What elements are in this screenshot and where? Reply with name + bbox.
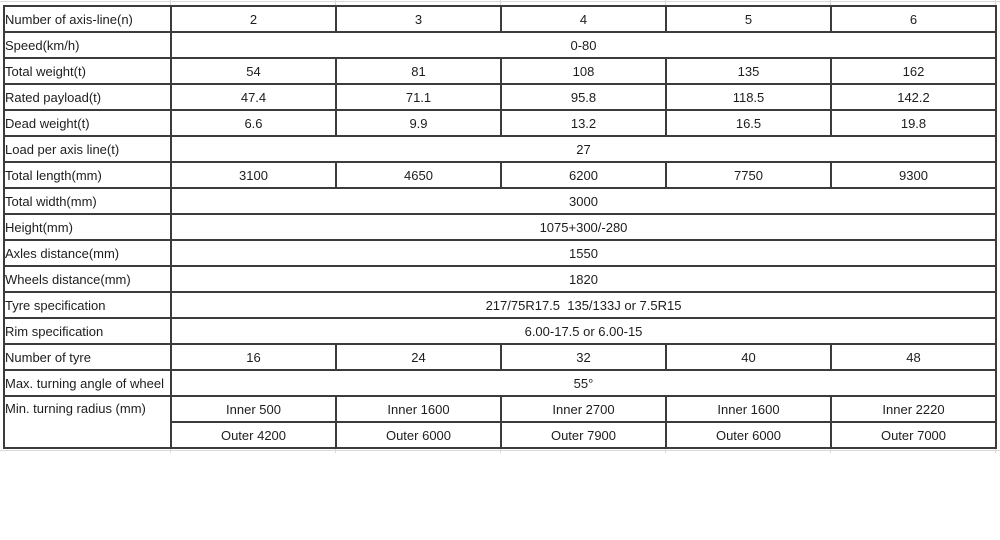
- table-row-height: Height(mm) 1075+300/-280: [3, 213, 997, 241]
- cell-value: 7750: [665, 161, 832, 189]
- row-label: Total length(mm): [3, 161, 172, 189]
- table-row-axles-distance: Axles distance(mm) 1550: [3, 239, 997, 267]
- cell-value: Outer 7900: [500, 421, 667, 449]
- cell-value: 1075+300/-280: [170, 213, 997, 241]
- table-row-speed: Speed(km/h) 0-80: [3, 31, 997, 59]
- cell-value: 1820: [170, 265, 997, 293]
- cell-value: 162: [830, 57, 997, 85]
- row-label: Tyre specification: [3, 291, 172, 319]
- row-label: Number of tyre: [3, 343, 172, 371]
- row-label: Load per axis line(t): [3, 135, 172, 163]
- table-row-wheels-distance: Wheels distance(mm) 1820: [3, 265, 997, 293]
- cell-value: 13.2: [500, 109, 667, 137]
- table-row-rated-payload: Rated payload(t) 47.4 71.1 95.8 118.5 14…: [3, 83, 997, 111]
- cell-value: 9300: [830, 161, 997, 189]
- table-row-number-of-tyre: Number of tyre 16 24 32 40 48: [3, 343, 997, 371]
- row-label: Total width(mm): [3, 187, 172, 215]
- cell-value: 6200: [500, 161, 667, 189]
- cell-value: 32: [500, 343, 667, 371]
- cell-value: 27: [170, 135, 997, 163]
- cell-value: 95.8: [500, 83, 667, 111]
- cell-value: 40: [665, 343, 832, 371]
- table-row-axis-lines: Number of axis-line(n) 2 3 4 5 6: [3, 5, 997, 33]
- cell-value: 3: [335, 5, 502, 33]
- cell-value: 118.5: [665, 83, 832, 111]
- cell-value: 1550: [170, 239, 997, 267]
- cell-value: Inner 2220: [830, 395, 997, 423]
- cell-value: Inner 500: [170, 395, 337, 423]
- cell-value: 6.6: [170, 109, 337, 137]
- cell-value: 47.4: [170, 83, 337, 111]
- cell-value: Outer 6000: [335, 421, 502, 449]
- cell-value: 217/75R17.5 135/133J or 7.5R15: [170, 291, 997, 319]
- row-label: Rim specification: [3, 317, 172, 345]
- cell-value: 4: [500, 5, 667, 33]
- cell-value: 142.2: [830, 83, 997, 111]
- spec-table: Number of axis-line(n) 2 3 4 5 6 Speed(k…: [3, 5, 997, 449]
- table-row-tyre-spec: Tyre specification 217/75R17.5 135/133J …: [3, 291, 997, 319]
- cell-value: 19.8: [830, 109, 997, 137]
- table-row-total-weight: Total weight(t) 54 81 108 135 162: [3, 57, 997, 85]
- cell-value: 3100: [170, 161, 337, 189]
- table-row-total-length: Total length(mm) 3100 4650 6200 7750 930…: [3, 161, 997, 189]
- cell-value: 55°: [170, 369, 997, 397]
- cell-value: 81: [335, 57, 502, 85]
- row-label: Total weight(t): [3, 57, 172, 85]
- table-row-load-per-axis: Load per axis line(t) 27: [3, 135, 997, 163]
- row-label: Height(mm): [3, 213, 172, 241]
- cell-value: 135: [665, 57, 832, 85]
- cell-value: Outer 6000: [665, 421, 832, 449]
- cell-value: 48: [830, 343, 997, 371]
- row-label: Rated payload(t): [3, 83, 172, 111]
- cell-value: 16: [170, 343, 337, 371]
- cell-value: 5: [665, 5, 832, 33]
- row-label: Wheels distance(mm): [3, 265, 172, 293]
- cell-value: 3000: [170, 187, 997, 215]
- table-row-rim-spec: Rim specification 6.00-17.5 or 6.00-15: [3, 317, 997, 345]
- cell-value: 0-80: [170, 31, 997, 59]
- row-label: Min. turning radius (mm): [3, 395, 172, 449]
- row-label: Axles distance(mm): [3, 239, 172, 267]
- cell-value: 2: [170, 5, 337, 33]
- cell-value: 71.1: [335, 83, 502, 111]
- table-row-dead-weight: Dead weight(t) 6.6 9.9 13.2 16.5 19.8: [3, 109, 997, 137]
- cell-value: 6: [830, 5, 997, 33]
- cell-value: 6.00-17.5 or 6.00-15: [170, 317, 997, 345]
- cell-value: 54: [170, 57, 337, 85]
- cell-value: Inner 1600: [335, 395, 502, 423]
- row-label: Speed(km/h): [3, 31, 172, 59]
- table-row-max-turning-angle: Max. turning angle of wheel 55°: [3, 369, 997, 397]
- cell-value: Inner 2700: [500, 395, 667, 423]
- cell-value: 16.5: [665, 109, 832, 137]
- cell-value: Outer 4200: [170, 421, 337, 449]
- cell-value: Inner 1600: [665, 395, 832, 423]
- cell-value: Outer 7000: [830, 421, 997, 449]
- row-label: Number of axis-line(n): [3, 5, 172, 33]
- row-label: Dead weight(t): [3, 109, 172, 137]
- cell-value: 24: [335, 343, 502, 371]
- table-row-min-turning-radius-inner: Min. turning radius (mm) Inner 500 Inner…: [3, 395, 997, 449]
- cell-value: 4650: [335, 161, 502, 189]
- row-label: Max. turning angle of wheel: [3, 369, 172, 397]
- cell-value: 9.9: [335, 109, 502, 137]
- table-row-total-width: Total width(mm) 3000: [3, 187, 997, 215]
- cell-value: 108: [500, 57, 667, 85]
- table-row-min-turning-radius-outer: Outer 4200 Outer 6000 Outer 7900 Outer 6…: [4, 421, 997, 449]
